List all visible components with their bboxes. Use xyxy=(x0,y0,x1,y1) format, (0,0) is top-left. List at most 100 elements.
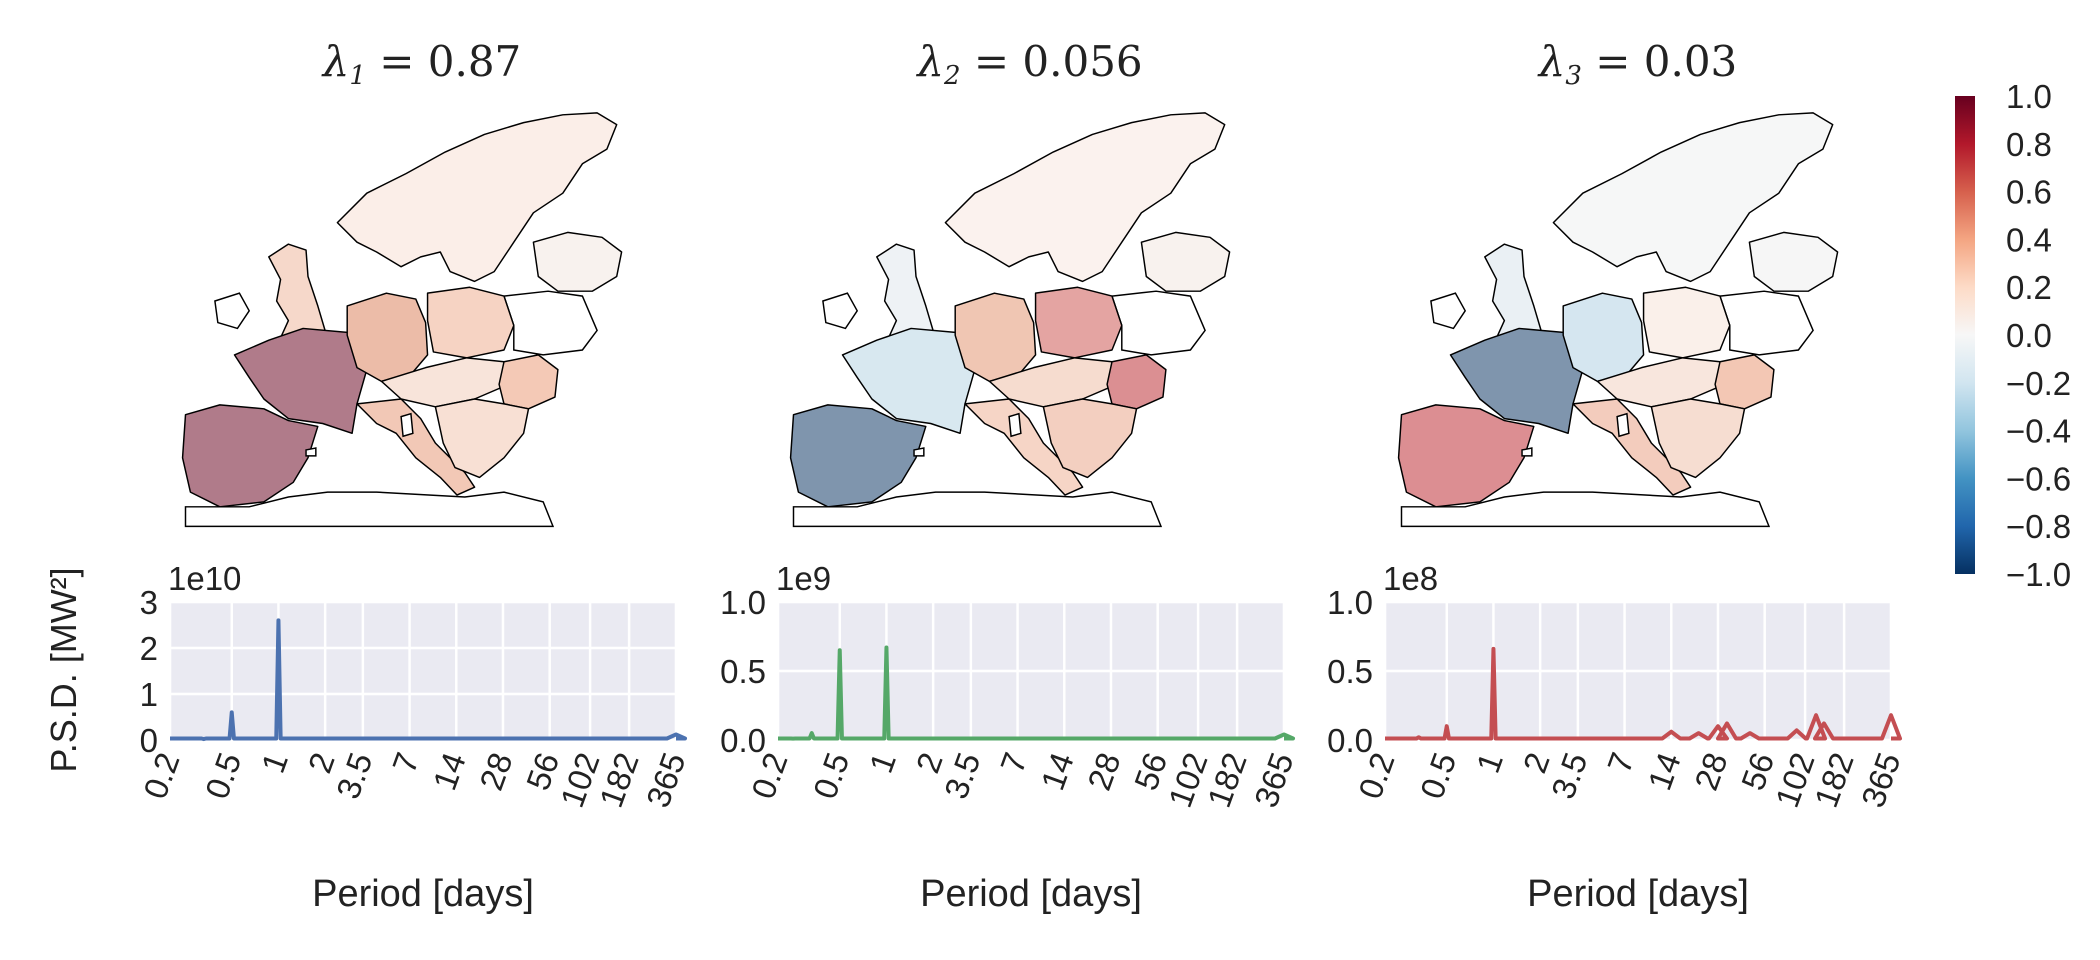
map-region-baltics xyxy=(1748,231,1839,292)
map1-title: λ1 = 0.87 xyxy=(321,37,522,91)
colorbar-tick-label: 0.2 xyxy=(2006,269,2052,306)
colorbar-gradient xyxy=(1955,96,1975,574)
x-tick-label: 1 xyxy=(862,748,903,778)
map-region-france xyxy=(841,327,976,435)
y-tick-label: 0.5 xyxy=(720,653,766,690)
y-tick-label: 0.5 xyxy=(1327,653,1373,690)
europe-map-3 xyxy=(1397,112,1839,528)
map-region-unshaded xyxy=(1400,491,1771,528)
map2-title: λ2 = 0.056 xyxy=(915,37,1142,91)
colorbar-tick-label: −1.0 xyxy=(2006,556,2071,593)
map-region-unshaded xyxy=(1719,290,1814,356)
map-region-poland xyxy=(1642,286,1731,359)
map-region-scandinavia xyxy=(1552,112,1834,283)
colorbar: 1.0 0.8 0.6 0.4 0.2 0.0 −0.2 −0.4 −0.6 −0.8 −1.0 xyxy=(1955,78,2071,593)
x-tick-label: 182 xyxy=(1807,748,1861,812)
x-axis-label: Period [days] xyxy=(920,873,1142,915)
psd-series-line xyxy=(1385,646,1902,741)
x-tick-label: 7 xyxy=(1600,748,1641,778)
y-tick-label: 1.0 xyxy=(720,584,766,621)
x-tick-label: 28 xyxy=(1080,748,1127,795)
map-region-france xyxy=(1449,327,1584,435)
psd-plot-area xyxy=(170,602,676,740)
x-tick-label: 0.5 xyxy=(198,748,248,804)
map-region-unshaded xyxy=(1111,290,1206,356)
x-tick-label: 365 xyxy=(1854,748,1908,812)
y-tick-label: 1 xyxy=(140,676,158,713)
map-region-unshaded xyxy=(503,290,598,356)
map-region-germany xyxy=(346,292,429,383)
y-offset-label: 1e9 xyxy=(776,560,831,597)
x-tick-label: 182 xyxy=(592,748,646,812)
colorbar-tick-label: 0.4 xyxy=(2006,221,2052,258)
colorbar-tick-label: 0.6 xyxy=(2006,174,2052,211)
x-tick-label: 365 xyxy=(639,748,693,812)
x-axis-label: Period [days] xyxy=(1527,873,1749,915)
y-tick-label: 3 xyxy=(140,584,158,621)
colorbar-tick-label: −0.2 xyxy=(2006,365,2071,402)
colorbar-tick-label: −0.4 xyxy=(2006,413,2071,450)
map-region-romania xyxy=(498,354,559,410)
colorbar-tick-label: −0.6 xyxy=(2006,460,2071,497)
x-tick-label: 365 xyxy=(1247,748,1301,812)
x-tick-label: 1 xyxy=(254,748,295,778)
map-region-poland xyxy=(1034,286,1123,359)
colorbar-tick-label: 0.8 xyxy=(2006,126,2052,163)
psd-panel-1: 0.2 0.5 1 23.5 7 14 28 5610218236501231e10Perio… xyxy=(136,560,692,915)
map-region-unshaded xyxy=(184,491,555,528)
map-region-corsica xyxy=(400,412,414,438)
y-tick-label: 2 xyxy=(140,630,158,667)
map-region-france xyxy=(233,327,368,435)
y-tick-label: 1.0 xyxy=(1327,584,1373,621)
x-axis-label: Period [days] xyxy=(312,873,534,915)
y-offset-label: 1e8 xyxy=(1383,560,1438,597)
x-tick-label: 3.5 xyxy=(329,748,379,804)
psd-series-line xyxy=(778,645,1295,741)
x-tick-label: 14 xyxy=(1034,748,1081,795)
map-region-balkans xyxy=(434,398,530,479)
x-tick-label: 14 xyxy=(1641,748,1688,795)
map-region-romania xyxy=(1106,354,1167,410)
map-region-iberia xyxy=(789,404,927,508)
x-tick-label: 14 xyxy=(426,748,473,795)
map-region-unshaded xyxy=(1430,292,1467,330)
colorbar-tick-label: 0.0 xyxy=(2006,317,2052,354)
map-region-scandinavia xyxy=(336,112,618,283)
x-tick-label: 28 xyxy=(1687,748,1734,795)
x-tick-label: 0.5 xyxy=(1413,748,1463,804)
x-tick-label: 28 xyxy=(472,748,519,795)
map-region-unshaded xyxy=(822,292,859,330)
map-region-corsica xyxy=(1008,412,1022,438)
map-region-baltics xyxy=(1140,231,1231,292)
psd-series-line xyxy=(170,618,687,742)
map-region-poland xyxy=(426,286,515,359)
map-region-balkans xyxy=(1042,398,1138,479)
europe-map-1 xyxy=(181,112,623,528)
map-region-scandinavia xyxy=(944,112,1226,283)
y-tick-label: 0.0 xyxy=(720,722,766,759)
map-region-italy xyxy=(1572,398,1692,496)
x-tick-label: 7 xyxy=(993,748,1034,778)
x-tick-label: 182 xyxy=(1200,748,1254,812)
map-region-italy xyxy=(964,398,1084,496)
map-region-island xyxy=(1521,447,1533,457)
map-region-italy xyxy=(356,398,476,496)
colorbar-ticks: 1.0 0.8 0.6 0.4 0.2 0.0 −0.2 −0.4 −0.6 −0.8 −1.0 xyxy=(2006,78,2071,593)
europe-map-2 xyxy=(789,112,1231,528)
x-tick-label: 3.5 xyxy=(1544,748,1594,804)
map-region-romania xyxy=(1714,354,1775,410)
y-tick-label: 0 xyxy=(140,722,158,759)
y-tick-label: 0.0 xyxy=(1327,722,1373,759)
map-region-island xyxy=(913,447,925,457)
x-tick-label: 0.5 xyxy=(806,748,856,804)
map-region-corsica xyxy=(1616,412,1630,438)
map3-title: λ3 = 0.03 xyxy=(1537,37,1738,91)
map-region-iberia xyxy=(181,404,319,508)
psd-ylabel: P.S.D. [MW²] xyxy=(43,567,84,772)
map-region-island xyxy=(305,447,317,457)
map-region-balkans xyxy=(1650,398,1746,479)
map-region-iberia xyxy=(1397,404,1535,508)
x-tick-label: 1 xyxy=(1469,748,1510,778)
psd-panel-3: 0.2 0.5 1 23.5 7 14 28 561021823650.00.51.01e8P… xyxy=(1327,560,1907,915)
